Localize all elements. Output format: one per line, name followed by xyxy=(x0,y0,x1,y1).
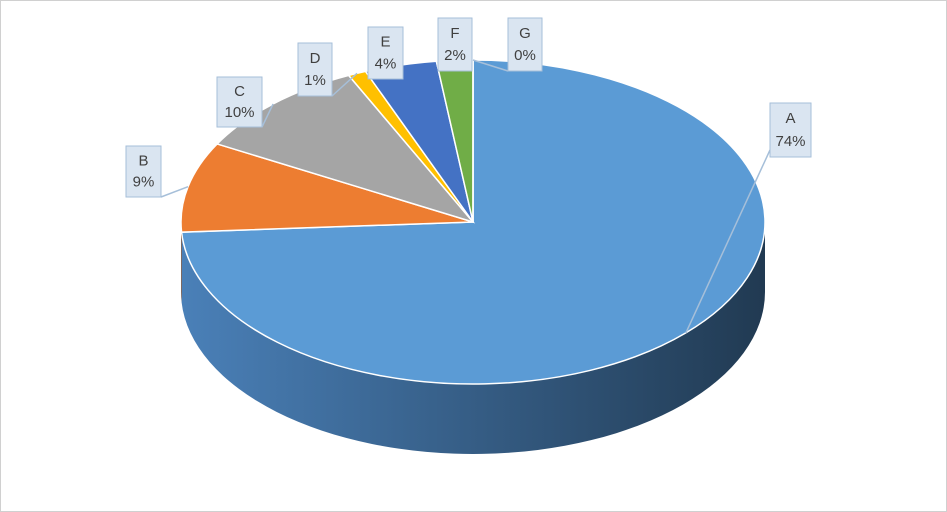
value-label: 1% xyxy=(304,72,326,89)
category-label: F xyxy=(450,25,459,42)
label-box xyxy=(367,26,404,80)
category-label: D xyxy=(310,50,321,67)
data-labels: A 74% B 9% C 10% D 1% E 4% F 2% G 0% xyxy=(125,17,812,334)
value-label: 0% xyxy=(514,47,536,64)
leader-line xyxy=(331,72,358,97)
category-label: E xyxy=(380,34,390,51)
leader-line xyxy=(472,59,509,72)
value-label: 74% xyxy=(775,133,805,150)
leader-line xyxy=(160,185,189,198)
label-box xyxy=(769,102,812,158)
value-label: 2% xyxy=(444,47,466,64)
pie-sides xyxy=(181,222,766,454)
category-label: B xyxy=(138,152,148,169)
pie-side xyxy=(181,222,182,303)
value-label: 10% xyxy=(224,104,254,121)
value-label: 4% xyxy=(375,55,397,72)
leader-line xyxy=(685,149,771,334)
label-box xyxy=(216,76,263,128)
category-label: A xyxy=(785,110,795,127)
value-label: 9% xyxy=(133,174,155,191)
label-box xyxy=(125,145,162,198)
label-box xyxy=(437,17,473,72)
pie-side xyxy=(181,222,766,454)
category-label: C xyxy=(234,83,245,100)
leader-line xyxy=(261,103,274,128)
label-box xyxy=(507,17,543,72)
pie-tops xyxy=(180,59,766,385)
label-box xyxy=(297,42,333,97)
category-label: G xyxy=(519,25,531,42)
